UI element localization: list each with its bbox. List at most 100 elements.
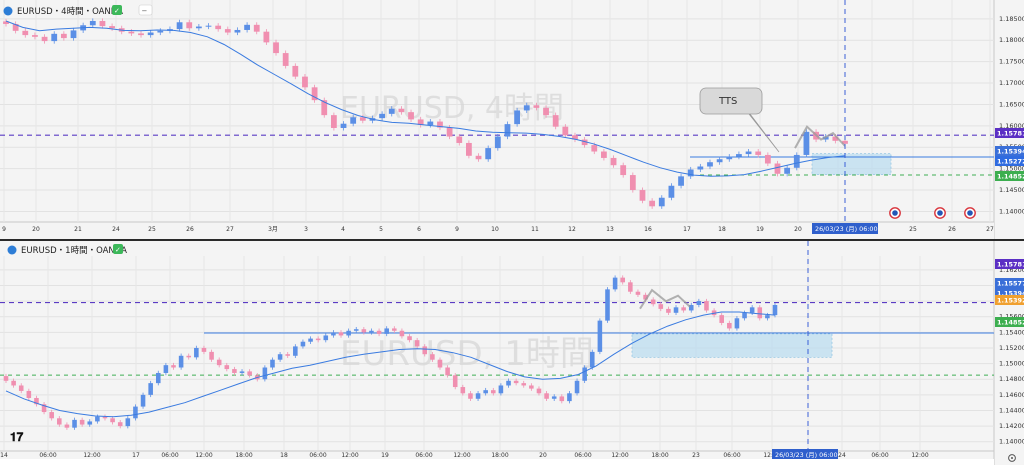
- tradingview-logo[interactable]: 𝟏𝟕: [10, 430, 24, 444]
- candle[interactable]: [726, 156, 733, 160]
- candle[interactable]: [128, 31, 135, 34]
- candle[interactable]: [483, 390, 488, 394]
- candle[interactable]: [559, 396, 565, 402]
- candle[interactable]: [330, 115, 337, 128]
- candle[interactable]: [215, 25, 222, 30]
- candle[interactable]: [688, 304, 694, 311]
- candle[interactable]: [32, 35, 38, 37]
- candle[interactable]: [293, 346, 298, 356]
- candle[interactable]: [26, 390, 32, 398]
- candle[interactable]: [79, 419, 85, 425]
- candle[interactable]: [109, 26, 115, 29]
- settings-gear-icon[interactable]: [1008, 454, 1016, 462]
- candle[interactable]: [755, 151, 762, 155]
- candle[interactable]: [338, 332, 344, 336]
- candle[interactable]: [140, 394, 146, 407]
- candle[interactable]: [567, 393, 572, 402]
- candle[interactable]: [468, 393, 473, 399]
- candle[interactable]: [253, 24, 260, 32]
- candle[interactable]: [687, 169, 694, 177]
- candle[interactable]: [315, 338, 321, 341]
- candle[interactable]: [176, 22, 183, 30]
- candle[interactable]: [673, 307, 679, 313]
- candle[interactable]: [407, 336, 412, 341]
- candle[interactable]: [452, 375, 458, 388]
- candle[interactable]: [18, 385, 24, 391]
- candle[interactable]: [11, 380, 16, 386]
- candle[interactable]: [445, 367, 450, 376]
- candle[interactable]: [494, 136, 501, 149]
- candle[interactable]: [239, 371, 245, 373]
- candle[interactable]: [572, 135, 578, 140]
- candle[interactable]: [666, 308, 671, 313]
- candle[interactable]: [591, 145, 598, 152]
- candle[interactable]: [581, 139, 588, 146]
- candle[interactable]: [388, 108, 395, 114]
- candle[interactable]: [186, 22, 193, 29]
- candle[interactable]: [574, 380, 580, 394]
- candle[interactable]: [273, 42, 279, 54]
- candle[interactable]: [155, 372, 161, 384]
- candle[interactable]: [89, 20, 96, 26]
- candle[interactable]: [384, 328, 389, 334]
- candle[interactable]: [263, 31, 270, 43]
- pane-separator[interactable]: [0, 239, 1024, 241]
- candle[interactable]: [72, 419, 77, 428]
- collapse-legend-button[interactable]: [138, 4, 153, 16]
- candle[interactable]: [456, 136, 463, 143]
- candle[interactable]: [842, 140, 848, 144]
- top-time-axis[interactable]: [0, 222, 994, 240]
- candle[interactable]: [353, 329, 359, 331]
- candle[interactable]: [408, 112, 414, 120]
- support-zone-box[interactable]: [631, 333, 833, 358]
- candle[interactable]: [292, 65, 299, 77]
- candle[interactable]: [716, 159, 723, 163]
- candle[interactable]: [186, 355, 192, 358]
- candle[interactable]: [543, 107, 549, 116]
- candle[interactable]: [399, 330, 405, 337]
- candle[interactable]: [194, 347, 199, 358]
- candle[interactable]: [201, 347, 207, 352]
- candle[interactable]: [552, 115, 559, 127]
- candle[interactable]: [475, 393, 481, 399]
- candle[interactable]: [282, 53, 289, 66]
- candle[interactable]: [498, 385, 504, 394]
- tts-callout[interactable]: TTS: [699, 87, 780, 153]
- candle[interactable]: [359, 117, 366, 121]
- candle[interactable]: [437, 121, 443, 128]
- candle[interactable]: [3, 376, 9, 381]
- candle[interactable]: [49, 412, 54, 419]
- candle[interactable]: [209, 351, 214, 360]
- candle[interactable]: [765, 315, 770, 319]
- candle[interactable]: [562, 126, 569, 136]
- candle[interactable]: [612, 277, 618, 290]
- candle[interactable]: [64, 424, 70, 428]
- candle[interactable]: [466, 142, 472, 156]
- candle[interactable]: [224, 365, 230, 370]
- candle[interactable]: [125, 418, 131, 427]
- candle[interactable]: [163, 365, 169, 373]
- candle[interactable]: [764, 154, 771, 164]
- candle[interactable]: [430, 354, 435, 360]
- candle[interactable]: [178, 355, 184, 368]
- candle[interactable]: [523, 105, 530, 111]
- candle[interactable]: [285, 354, 290, 356]
- candle[interactable]: [95, 416, 100, 422]
- candle[interactable]: [628, 282, 633, 292]
- candle[interactable]: [302, 76, 308, 88]
- candle[interactable]: [832, 136, 839, 141]
- candle[interactable]: [244, 24, 250, 30]
- candle[interactable]: [308, 338, 313, 342]
- candle[interactable]: [232, 369, 237, 373]
- candle[interactable]: [224, 29, 231, 33]
- candle[interactable]: [34, 397, 39, 405]
- candle[interactable]: [350, 117, 357, 124]
- candle[interactable]: [147, 32, 154, 36]
- bottom-symbol-legend[interactable]: EURUSD・1時間・OANDA ✓: [7, 244, 128, 256]
- candle[interactable]: [171, 365, 176, 368]
- candle[interactable]: [582, 367, 587, 381]
- candle[interactable]: [346, 330, 351, 336]
- candle[interactable]: [311, 87, 318, 101]
- candle[interactable]: [649, 200, 656, 207]
- candle[interactable]: [704, 301, 709, 311]
